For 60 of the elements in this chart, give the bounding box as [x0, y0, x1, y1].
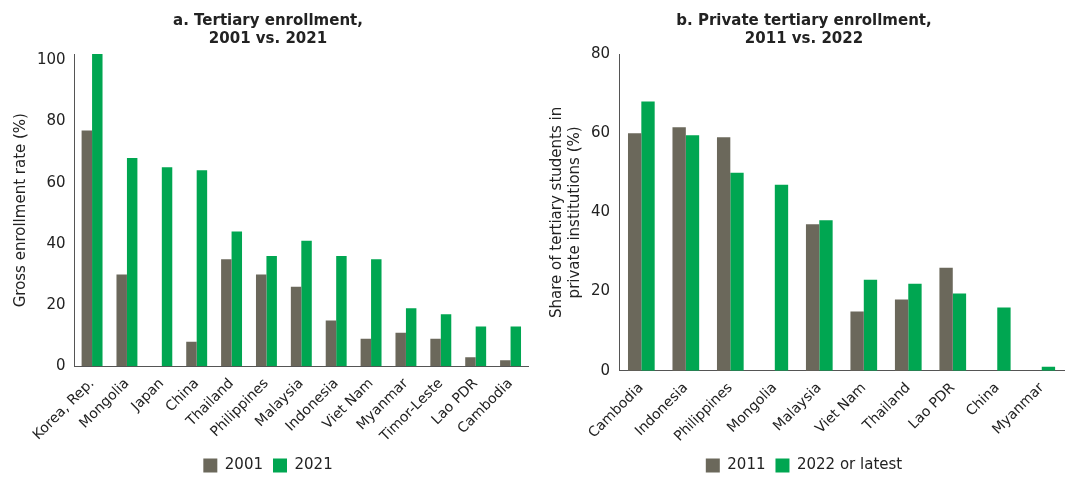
y-tick-label: 20 [46, 295, 66, 313]
bar [627, 133, 642, 371]
bar [161, 167, 173, 367]
y-tick-label: 60 [590, 123, 611, 142]
y-tick-label: 80 [590, 43, 611, 62]
y-tick-label: 80 [46, 111, 66, 130]
bar [430, 338, 441, 367]
y-tick-label: 20 [590, 281, 611, 300]
bar [92, 54, 103, 367]
y-tick-label: 40 [590, 202, 611, 221]
bar [126, 158, 138, 367]
bar [500, 360, 511, 367]
bar [685, 135, 700, 371]
bar [301, 240, 312, 367]
bar [774, 184, 789, 371]
bar [325, 320, 337, 367]
legend-label: 2021 [294, 455, 333, 474]
legend-label: 2022 or latest [796, 455, 903, 474]
bar [805, 224, 820, 371]
y-axis-title: Gross enrollment rate (%) [10, 113, 29, 308]
bar [81, 130, 93, 367]
chart-title: a. Tertiary enrollment, 2001 vs. 2021 [173, 10, 363, 47]
bar [716, 137, 731, 371]
bar [641, 101, 655, 371]
bar [510, 326, 522, 367]
bar [116, 274, 127, 367]
y-tick-label: 0 [56, 356, 66, 375]
bar [405, 308, 417, 367]
bar [730, 172, 744, 371]
bar [465, 357, 476, 367]
bar [290, 286, 302, 367]
y-tick-label: 100 [36, 50, 66, 69]
bar [266, 256, 277, 367]
bar [997, 307, 1011, 371]
bar [819, 220, 833, 371]
bar [371, 259, 382, 367]
bar [952, 293, 967, 371]
bar [672, 127, 686, 371]
legend-label: 2001 [224, 455, 264, 474]
bar [863, 279, 878, 371]
bar [255, 274, 267, 367]
bar [908, 283, 922, 371]
y-axis-title: Share of tertiary students in private institutions (%) [546, 106, 583, 318]
bar [360, 338, 372, 367]
y-tick-label: 60 [46, 172, 66, 191]
bar [894, 299, 909, 371]
bar [850, 311, 864, 371]
bar [336, 256, 347, 367]
y-tick-label: 40 [46, 233, 66, 252]
y-tick-label: 0 [600, 360, 611, 379]
chart-title: b. Private tertiary enrollment, 2011 vs. 2022 [676, 10, 932, 47]
bar [939, 267, 953, 371]
bar [196, 170, 208, 367]
legend-label: 2011 [727, 455, 766, 474]
bar [231, 231, 243, 367]
bar [186, 341, 197, 367]
bar [395, 332, 406, 367]
bar [475, 326, 487, 367]
bar [440, 314, 452, 367]
bar [221, 259, 232, 367]
